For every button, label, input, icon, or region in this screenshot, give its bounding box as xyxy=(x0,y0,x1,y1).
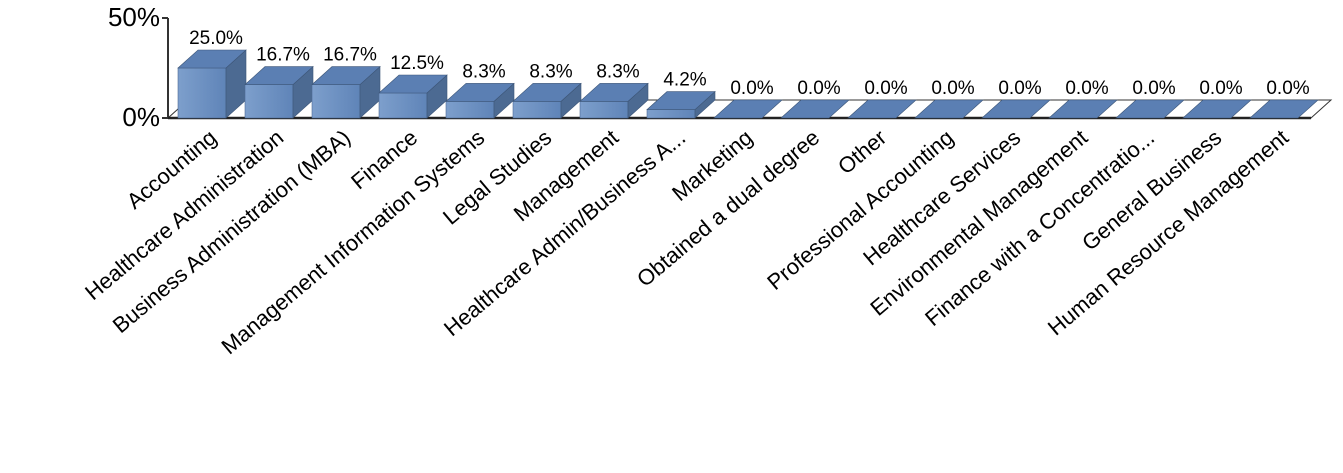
bar-front xyxy=(311,84,361,119)
bar xyxy=(914,99,984,119)
bar xyxy=(981,99,1051,119)
bar-front xyxy=(512,101,562,119)
bar-top xyxy=(1115,99,1185,119)
value-label: 8.3% xyxy=(596,61,639,82)
value-label: 16.7% xyxy=(323,45,377,66)
y-tick-label: 0% xyxy=(122,102,160,132)
bar-top xyxy=(177,49,247,69)
bar xyxy=(780,99,850,119)
bar xyxy=(378,74,448,119)
bar xyxy=(1182,99,1252,119)
bar-top xyxy=(847,99,917,119)
bar-top xyxy=(1182,99,1252,119)
value-label: 0.0% xyxy=(1266,78,1309,99)
value-label: 0.0% xyxy=(797,78,840,99)
value-label: 0.0% xyxy=(931,78,974,99)
bar xyxy=(1115,99,1185,119)
value-label: 12.5% xyxy=(390,53,444,74)
bar-front xyxy=(579,101,629,119)
bar xyxy=(445,82,515,119)
bar xyxy=(244,65,314,119)
bar-top xyxy=(445,83,515,102)
bar-top xyxy=(1249,99,1319,119)
bar-top xyxy=(378,74,448,94)
value-label: 0.0% xyxy=(730,78,773,99)
bar-top xyxy=(512,83,582,102)
bar-front xyxy=(177,67,227,119)
bar-top xyxy=(579,83,649,102)
bar-top xyxy=(244,66,314,85)
bar xyxy=(646,90,716,119)
y-tick-label: 50% xyxy=(108,2,160,32)
x-tick-label: Healthcare Admin/Business A... xyxy=(439,125,690,341)
value-label: 25.0% xyxy=(189,28,243,49)
bar xyxy=(847,99,917,119)
value-label: 0.0% xyxy=(864,78,907,99)
value-label: 16.7% xyxy=(256,45,310,66)
value-label: 8.3% xyxy=(529,61,572,82)
bar xyxy=(579,82,649,119)
bar-front xyxy=(445,101,495,119)
bar xyxy=(177,49,247,119)
x-tick-label: Other xyxy=(833,125,891,180)
bar-top xyxy=(914,99,984,119)
bar xyxy=(713,99,783,119)
bar xyxy=(311,65,381,119)
value-label: 4.2% xyxy=(663,70,706,91)
bar-front xyxy=(244,84,294,119)
bar-top xyxy=(713,99,783,119)
value-label: 0.0% xyxy=(1065,78,1108,99)
value-label: 0.0% xyxy=(1199,78,1242,99)
bar-top xyxy=(1048,99,1118,119)
bar xyxy=(512,82,582,119)
value-label: 0.0% xyxy=(998,78,1041,99)
bar-top xyxy=(311,66,381,85)
bar-top xyxy=(646,91,716,110)
bar xyxy=(1249,99,1319,119)
value-label: 8.3% xyxy=(462,61,505,82)
value-label: 0.0% xyxy=(1132,78,1175,99)
bar xyxy=(1048,99,1118,119)
bar-front xyxy=(646,109,696,119)
bar-front xyxy=(378,92,428,119)
bar-top xyxy=(981,99,1051,119)
bar-top xyxy=(780,99,850,119)
